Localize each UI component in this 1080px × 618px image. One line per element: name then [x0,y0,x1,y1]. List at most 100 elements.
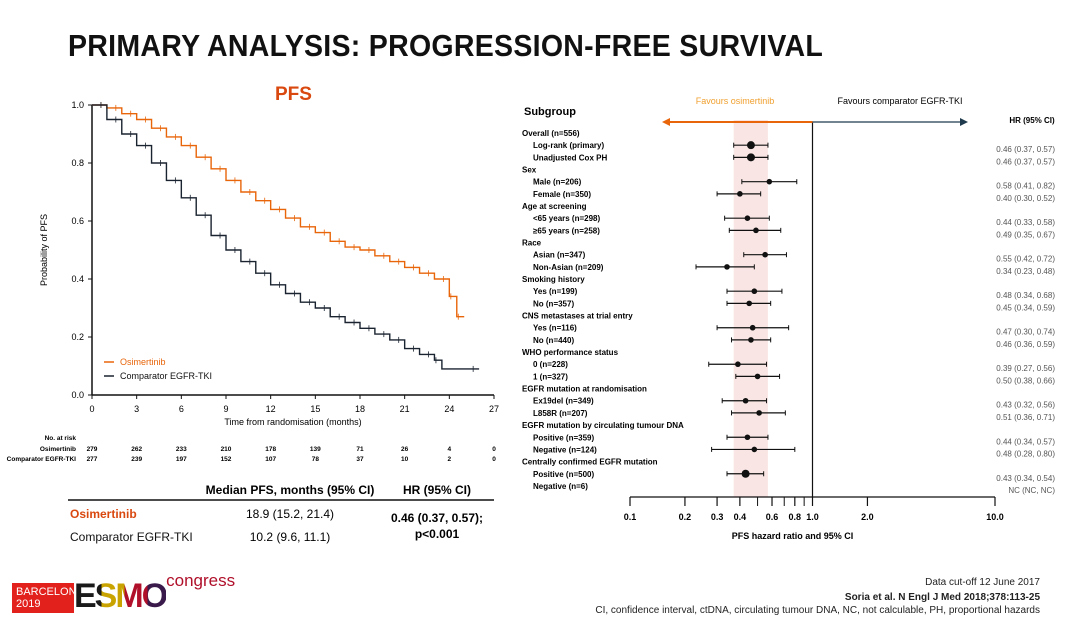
subgroup-label: Asian (n=347) [533,251,586,260]
subgroup-label: Yes (n=199) [533,287,578,296]
hr-value: 0.58 (0.41, 0.82) [996,182,1055,191]
hr-point [754,373,761,380]
logo-brand: ESMO [74,577,168,615]
favours-left-label: Favours osimertinib [696,96,775,106]
subgroup-label: EGFR mutation by circulating tumour DNA [522,421,684,430]
subgroup-label: CNS metastases at trial entry [522,312,633,321]
km-y-tick-label: 0.6 [71,216,84,226]
forest-x-tick-label: 0.3 [711,512,724,522]
subgroup-label: Positive (n=500) [533,470,594,479]
hr-value: 0.48 (0.34, 0.68) [996,291,1055,300]
hr-point [748,337,754,343]
km-x-tick-label: 18 [355,404,365,414]
hr-value: 0.48 (0.28, 0.80) [996,449,1055,458]
at-risk-value: 78 [312,456,320,463]
subgroup-label: Log-rank (primary) [533,141,604,150]
subgroup-label: Non-Asian (n=209) [533,263,604,272]
arrow-right-icon [960,118,968,126]
subgroup-label: Ex19del (n=349) [533,397,594,406]
at-risk-value: 4 [448,446,452,453]
subgroup-label: L858R (n=207) [533,409,588,418]
km-x-tick-label: 0 [89,404,94,414]
at-risk-value: 0 [492,446,496,453]
hr-point [744,215,751,221]
at-risk-value: 71 [356,446,364,453]
subgroup-label: WHO performance status [522,348,619,357]
hr-point [742,397,749,404]
hr-value: 0.44 (0.33, 0.58) [996,218,1055,227]
summary-arm: Comparator EGFR-TKI [70,530,193,544]
hr-value: 0.39 (0.27, 0.56) [996,364,1055,373]
at-risk-value: 239 [131,456,142,463]
hr-value: 0.49 (0.35, 0.67) [996,230,1055,239]
km-x-tick-label: 15 [310,404,320,414]
logo-city-year: BARCELONA 2019 [12,583,84,613]
km-y-tick-label: 0.0 [71,390,84,400]
at-risk-value: 139 [310,446,321,453]
hr-point [749,324,756,331]
at-risk-value: 0 [492,456,496,463]
subgroup-label: Male (n=206) [533,178,582,187]
hr-point [737,191,743,197]
km-legend-label: Osimertinib [120,357,166,367]
at-risk-value: 277 [87,456,98,463]
at-risk-value: 279 [87,446,98,453]
hr-point [741,469,750,478]
hr-point [746,300,753,307]
forest-x-tick-label: 0.2 [679,512,692,522]
favours-right-label: Favours comparator EGFR-TKI [837,96,962,106]
subgroup-header: Subgroup [524,106,576,118]
km-x-tick-label: 3 [134,404,139,414]
subgroup-label: EGFR mutation at randomisation [522,385,647,394]
subgroup-label: Female (n=350) [533,190,591,199]
summary-p-value: p<0.001 [415,527,460,541]
km-curve-comparator [92,104,480,370]
subgroup-label: 0 (n=228) [533,360,568,369]
km-x-axis-label: Time from randomisation (months) [224,417,361,427]
hr-point [746,153,755,162]
at-risk-header: No. at risk [45,435,77,442]
subgroup-label: Sex [522,166,537,175]
esmo-logo: BARCELONA 2019 ESMO congress [12,571,235,615]
at-risk-arm-label: Comparator EGFR-TKI [7,456,77,463]
subgroup-label: Unadjusted Cox PH [533,153,607,162]
hr-point [756,410,762,416]
km-y-tick-label: 1.0 [71,100,84,110]
hr-value: 0.50 (0.38, 0.66) [996,376,1055,385]
forest-x-tick-label: 2.0 [861,512,874,522]
at-risk-value: 262 [131,446,142,453]
subgroup-label: Age at screening [522,202,587,211]
hr-value: 0.47 (0.30, 0.74) [996,328,1055,337]
hr-value: 0.43 (0.34, 0.54) [996,474,1055,483]
km-y-tick-label: 0.8 [71,158,84,168]
at-risk-value: 10 [401,456,409,463]
forest-x-tick-label: 0.6 [766,512,779,522]
overall-ci-band [733,120,768,497]
km-x-tick-label: 12 [266,404,276,414]
summary-header-hr: HR (95% CI) [403,483,471,497]
subgroup-label: <65 years (n=298) [533,214,600,223]
subgroup-label: Race [522,239,542,248]
km-x-tick-label: 6 [179,404,184,414]
hr-value: 0.46 (0.37, 0.57) [996,157,1055,166]
km-y-tick-label: 0.2 [71,332,84,342]
hr-value: 0.46 (0.36, 0.59) [996,340,1055,349]
at-risk-value: 233 [176,446,187,453]
forest-x-tick-label: 0.4 [734,512,747,522]
logo-suffix: congress [166,571,236,590]
km-x-tick-label: 24 [444,404,454,414]
hr-value: 0.45 (0.34, 0.59) [996,303,1055,312]
hr-point [751,446,758,453]
at-risk-value: 26 [401,446,409,453]
at-risk-arm-label: Osimertinib [40,446,76,453]
summary-arm: Osimertinib [70,507,137,521]
citation: Soria et al. N Engl J Med 2018;378:113-2… [844,592,1040,603]
abbreviations: CI, confidence interval, ctDNA, circulat… [595,605,1040,616]
km-x-tick-label: 9 [223,404,228,414]
hr-point [751,288,758,295]
hr-value: 0.34 (0.23, 0.48) [996,267,1055,276]
km-x-tick-label: 27 [489,404,499,414]
at-risk-value: 210 [221,446,232,453]
summary-header-median: Median PFS, months (95% CI) [206,483,375,497]
